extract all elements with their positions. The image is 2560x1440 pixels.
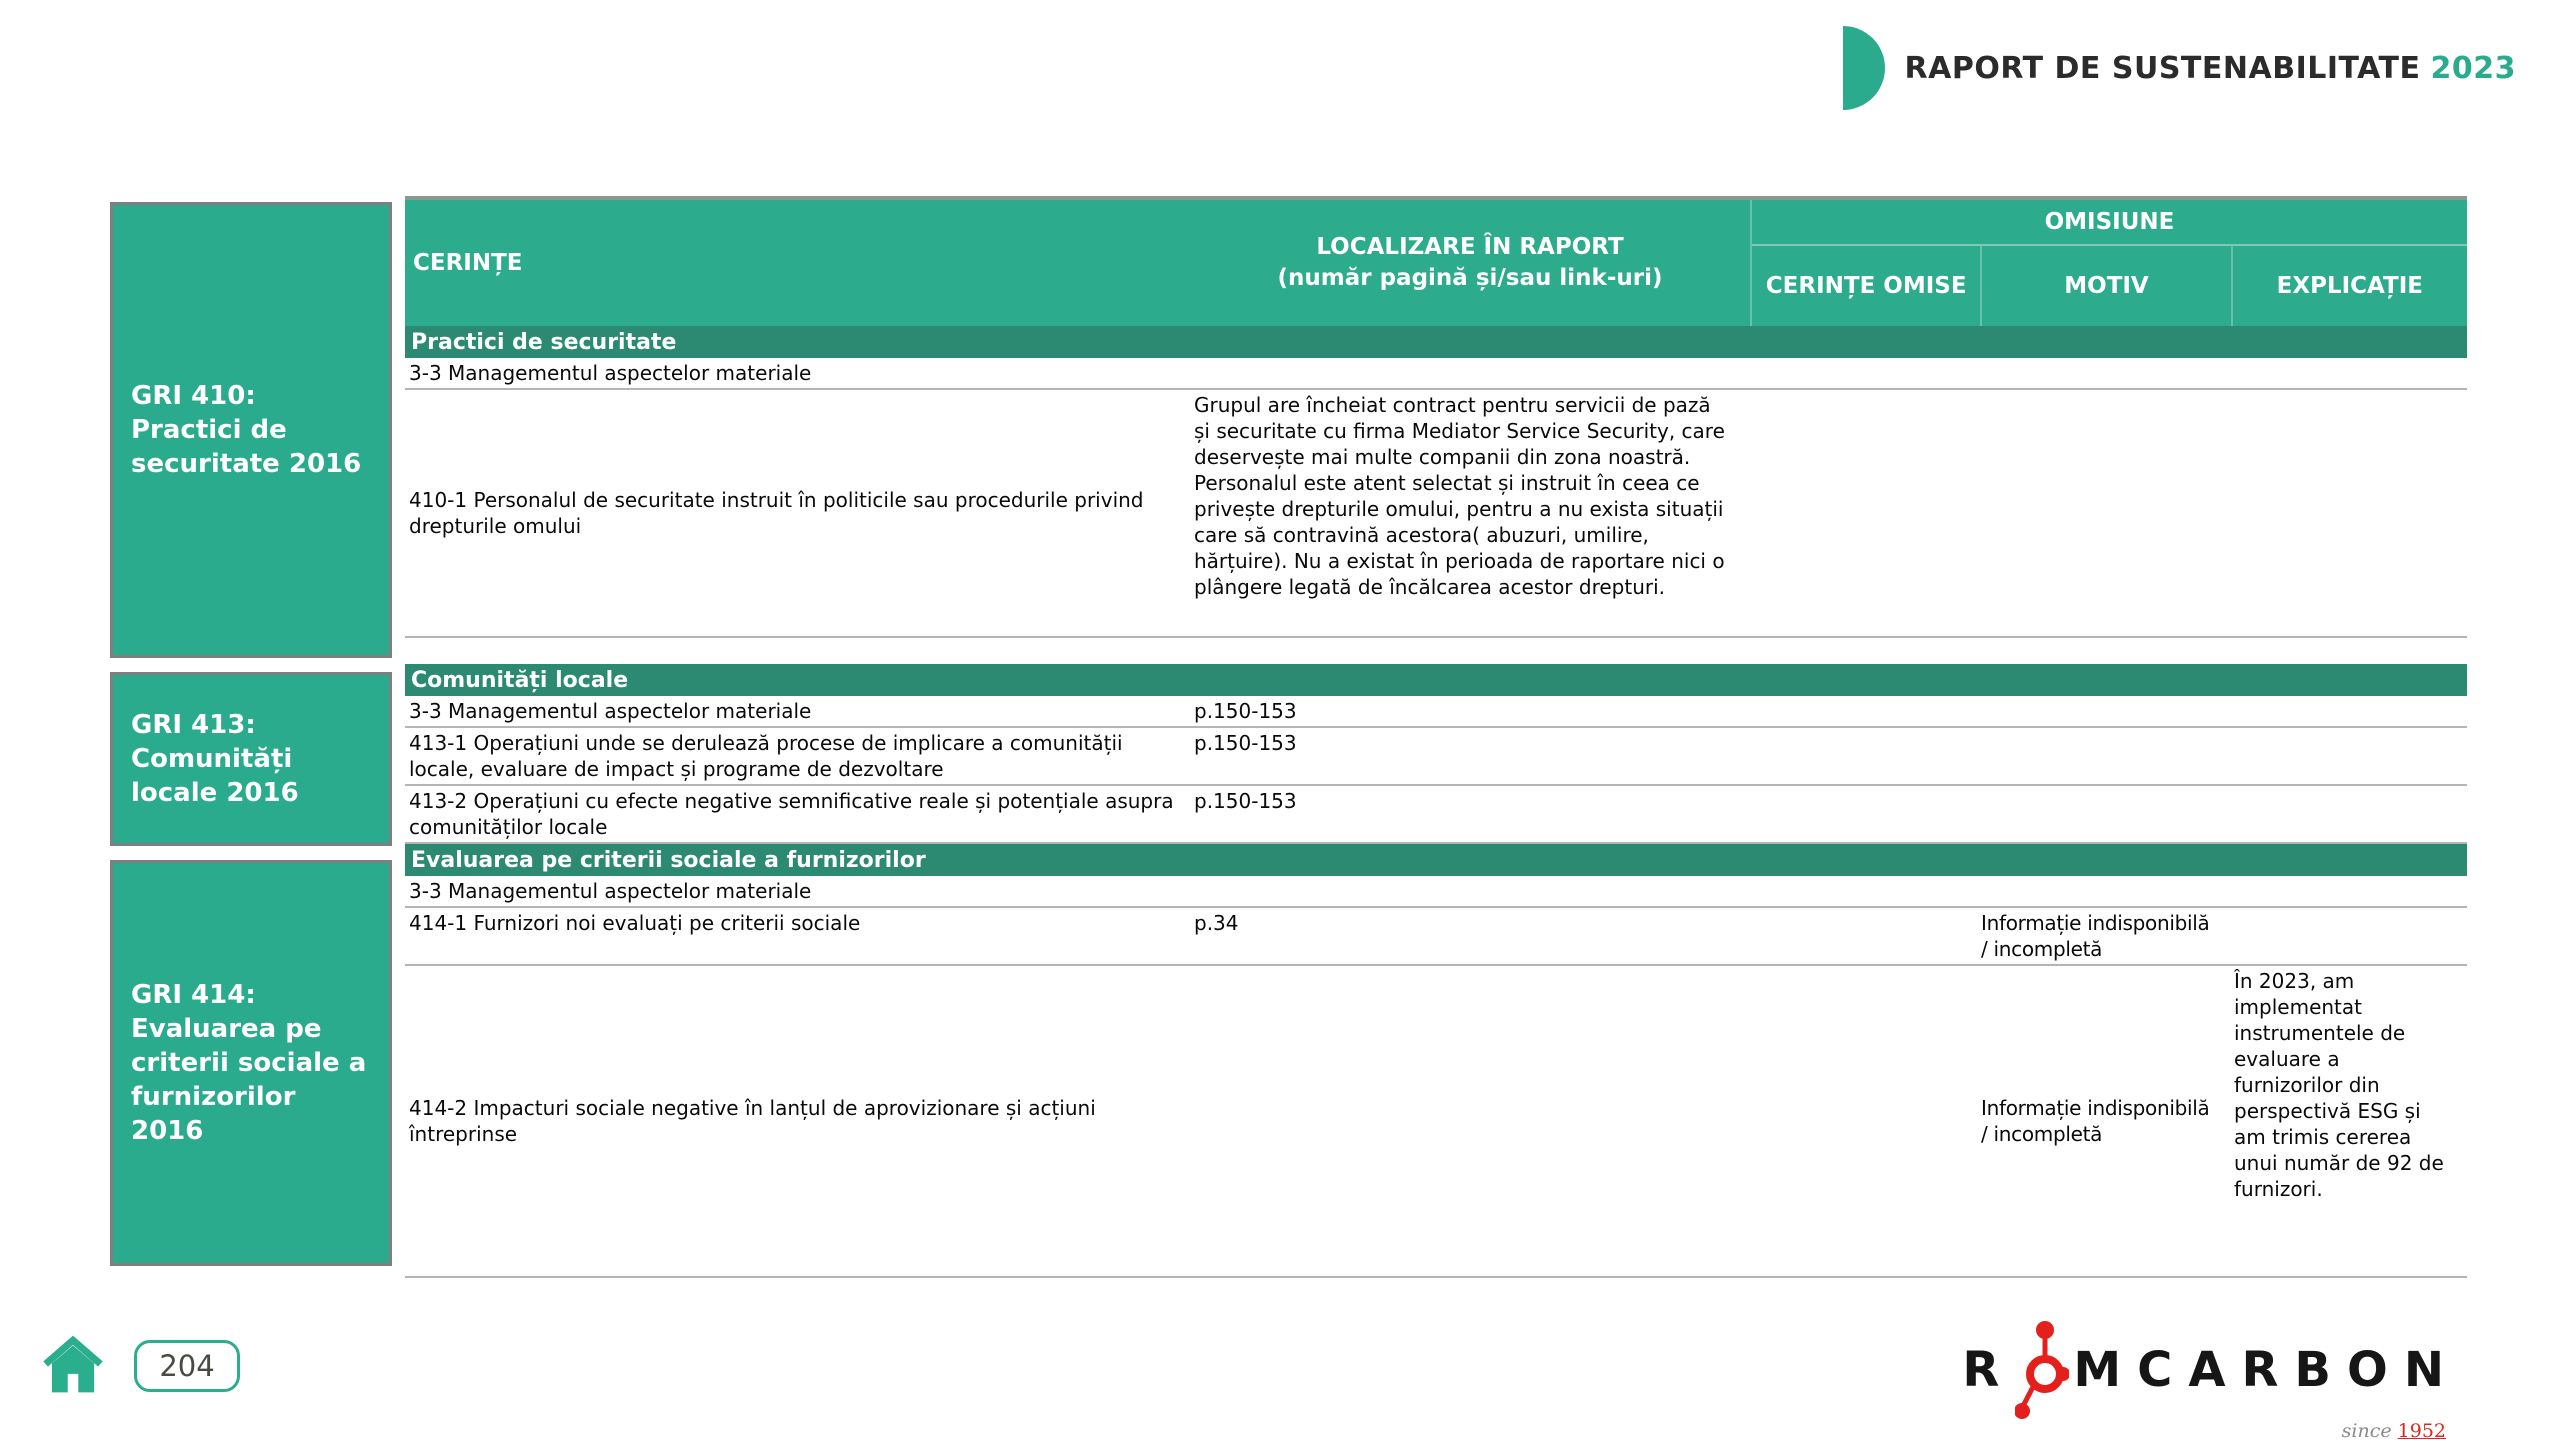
table-row: 3-3 Managementul aspectelor materiale p.1…	[405, 696, 2467, 728]
molecule-icon	[2015, 1321, 2070, 1419]
gri-index-table: CERINȚE LOCALIZARE ÎN RAPORT (număr pagi…	[405, 196, 2467, 1278]
cell-explicatie	[2230, 786, 2467, 842]
report-year: 2023	[2430, 50, 2516, 86]
column-header-cerinte: CERINȚE	[413, 250, 523, 276]
home-icon	[43, 1335, 103, 1393]
omisiune-subheaders: CERINȚE OMISE MOTIV EXPLICAȚIE	[1752, 246, 2467, 326]
page-number-badge: 204	[134, 1340, 240, 1392]
home-button[interactable]	[40, 1330, 106, 1394]
table-row: 414-2 Impacturi sociale negative în lanț…	[405, 966, 2467, 1278]
cell-cerinte: 3-3 Managementul aspectelor materiale	[409, 699, 812, 723]
report-title-text: RAPORT DE SUSTENABILITATE	[1904, 50, 2421, 86]
cell-localizare: p.150-153	[1194, 731, 1297, 755]
column-header-cerinte-omise: CERINȚE OMISE	[1765, 273, 1967, 299]
cell-explicatie	[2230, 876, 2467, 906]
cell-cerinte: 413-2 Operațiuni cu efecte negative semn…	[409, 789, 1174, 839]
cell-motiv	[1979, 786, 2230, 842]
cell-cerinte: 410-1 Personalul de securitate instruit …	[409, 488, 1144, 538]
cell-cerinte: 414-1 Furnizori noi evaluați pe criterii…	[409, 911, 861, 935]
gri-414-label: GRI 414: Evaluarea pe criterii sociale a…	[131, 980, 367, 1146]
gri-410-label: GRI 410: Practici de securitate 2016	[131, 381, 362, 479]
cell-cerinte-omise	[1750, 786, 1979, 842]
cell-explicatie	[2230, 390, 2467, 636]
cell-explicatie	[2230, 358, 2467, 388]
cell-motiv	[1979, 358, 2230, 388]
report-banner: RAPORT DE SUSTENABILITATE 2023	[1842, 26, 2516, 110]
table-row: 3-3 Managementul aspectelor materiale	[405, 358, 2467, 390]
logo-since-text: since	[2341, 1420, 2392, 1440]
report-title: RAPORT DE SUSTENABILITATE 2023	[1905, 51, 2516, 86]
cell-cerinte: 414-2 Impacturi sociale negative în lanț…	[409, 1096, 1096, 1146]
cell-localizare: Grupul are încheiat contract pentru serv…	[1194, 393, 1725, 599]
gri-413-label: GRI 413: Comunități locale 2016	[131, 710, 299, 808]
cell-motiv	[1979, 728, 2230, 784]
cell-motiv: Informație indisponibilă / incompletă	[1981, 1096, 2210, 1146]
table-row: 410-1 Personalul de securitate instruit …	[405, 390, 2467, 638]
column-header-explicatie: EXPLICAȚIE	[2230, 246, 2467, 326]
cell-cerinte-omise	[1750, 876, 1979, 906]
section-band: Practici de securitate	[405, 326, 2467, 358]
table-row: 413-1 Operațiuni unde se derulează proce…	[405, 728, 2467, 786]
column-group-omisiune: OMISIUNE CERINȚE OMISE MOTIV EXPLICAȚIE	[1750, 200, 2467, 326]
cell-localizare: p.34	[1194, 911, 1239, 935]
romcarbon-logo: R MCARBON since 1952	[1962, 1318, 2460, 1440]
logo-letters-mcarbon: MCARBON	[2073, 1342, 2460, 1398]
cell-explicatie	[2230, 696, 2467, 726]
cell-localizare	[1190, 876, 1750, 906]
cell-cerinte-omise	[1750, 390, 1979, 636]
table-row: 414-1 Furnizori noi evaluați pe criterii…	[405, 908, 2467, 966]
cell-explicatie	[2230, 728, 2467, 784]
cell-localizare: p.150-153	[1194, 699, 1297, 723]
spacer-row	[405, 638, 2467, 664]
cell-cerinte: 3-3 Managementul aspectelor materiale	[409, 361, 812, 385]
cell-cerinte-omise	[1750, 696, 1979, 726]
column-header-omisiune: OMISIUNE	[1752, 200, 2467, 246]
table-row: 413-2 Operațiuni cu efecte negative semn…	[405, 786, 2467, 844]
cell-localizare	[1190, 358, 1750, 388]
logo-letter-r: R	[1962, 1342, 2016, 1398]
page-number: 204	[159, 1349, 215, 1383]
section-band: Comunități locale	[405, 664, 2467, 696]
localizare-line1: LOCALIZARE ÎN RAPORT	[1316, 234, 1624, 260]
cell-motiv	[1979, 696, 2230, 726]
cell-motiv: Informație indisponibilă / incompletă	[1981, 911, 2210, 961]
cell-cerinte: 3-3 Managementul aspectelor materiale	[409, 879, 812, 903]
cell-cerinte-omise	[1750, 908, 1979, 964]
sidebar-gri-414: GRI 414: Evaluarea pe criterii sociale a…	[110, 860, 392, 1266]
cell-explicatie: În 2023, am implementat instrumentele de…	[2234, 969, 2444, 1201]
cell-localizare	[1190, 966, 1750, 1276]
cell-cerinte-omise	[1750, 966, 1979, 1276]
cell-motiv	[1979, 876, 2230, 906]
column-header-localizare: LOCALIZARE ÎN RAPORT (număr pagină și/sa…	[1190, 200, 1750, 326]
cell-cerinte: 413-1 Operațiuni unde se derulează proce…	[409, 731, 1123, 781]
cell-cerinte-omise	[1750, 728, 1979, 784]
logo-main-row: R MCARBON	[1962, 1318, 2460, 1422]
column-header-motiv: MOTIV	[1980, 246, 2230, 326]
half-disc-icon	[1842, 26, 1885, 110]
cell-motiv	[1979, 390, 2230, 636]
table-row: 3-3 Managementul aspectelor materiale	[405, 876, 2467, 908]
table-body: Practici de securitate 3-3 Managementul a…	[405, 326, 2467, 1278]
logo-since-year: 1952	[2397, 1420, 2446, 1440]
logo-since-row: since 1952	[2342, 1420, 2446, 1440]
cell-cerinte-omise	[1750, 358, 1979, 388]
cell-explicatie	[2230, 908, 2467, 964]
localizare-line2: (număr pagină și/sau link-uri)	[1277, 265, 1663, 291]
cell-localizare: p.150-153	[1194, 789, 1297, 813]
table-header-row: CERINȚE LOCALIZARE ÎN RAPORT (număr pagi…	[405, 196, 2467, 326]
sidebar-gri-413: GRI 413: Comunități locale 2016	[110, 672, 392, 846]
section-band: Evaluarea pe criterii sociale a furnizor…	[405, 844, 2467, 876]
sidebar-gri-410: GRI 410: Practici de securitate 2016	[110, 202, 392, 658]
